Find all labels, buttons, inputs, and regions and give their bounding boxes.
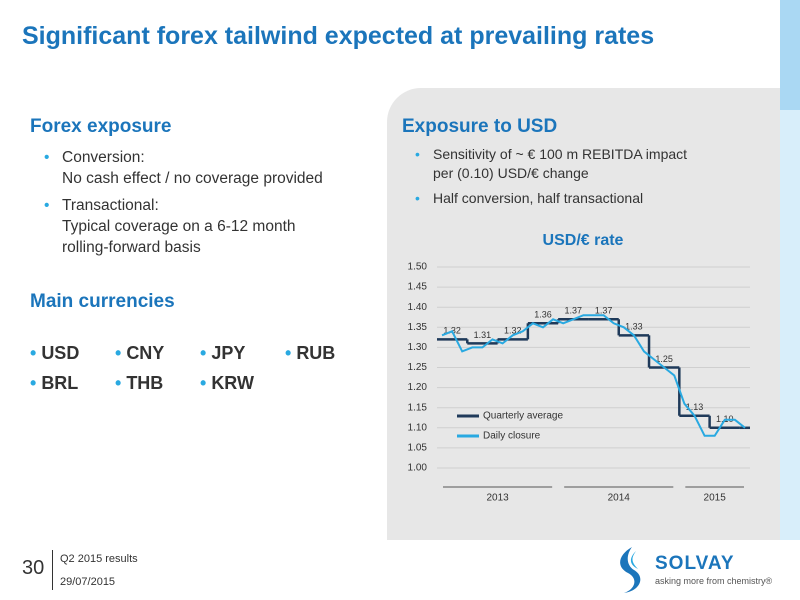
currency: CNY — [115, 343, 200, 364]
section-heading: Main currencies — [30, 291, 175, 312]
y-tick-label: 1.50 — [408, 262, 428, 273]
bullet-line: rolling-forward basis — [62, 239, 201, 256]
bullet: Sensitivity of ~ € 100 m REBITDA impact p… — [415, 145, 687, 183]
currency: JPY — [200, 343, 285, 364]
y-tick-label: 1.35 — [408, 322, 428, 333]
side-strip — [780, 0, 800, 110]
bullet-line: Transactional: — [62, 197, 159, 214]
bullet-line: No cash effect / no coverage provided — [62, 170, 323, 187]
value-label: 1.36 — [534, 310, 552, 320]
bullet-line: Typical coverage on a 6-12 month — [62, 218, 296, 235]
bullet: Conversion: No cash effect / no coverage … — [44, 147, 323, 189]
bullet-list: Sensitivity of ~ € 100 m REBITDA impact p… — [415, 145, 687, 214]
y-tick-label: 1.10 — [408, 422, 428, 433]
value-label: 1.25 — [655, 354, 673, 364]
bullet-line: per (0.10) USD/€ change — [433, 165, 589, 181]
bullet-line: Half conversion, half transactional — [433, 190, 644, 206]
value-label: 1.13 — [686, 402, 704, 412]
report-name: Q2 2015 results — [60, 553, 138, 565]
bullet-line: Conversion: — [62, 149, 145, 166]
y-tick-label: 1.00 — [408, 463, 428, 474]
currency: USD — [30, 343, 115, 364]
footer-divider — [52, 550, 53, 590]
value-label: 1.37 — [595, 306, 613, 316]
x-group-label: 2013 — [486, 493, 509, 504]
y-tick-label: 1.30 — [408, 342, 428, 353]
y-tick-label: 1.05 — [408, 443, 428, 454]
slide-title: Significant forex tailwind expected at p… — [22, 22, 655, 50]
x-group-label: 2015 — [704, 493, 727, 504]
section-heading: Exposure to USD — [402, 116, 558, 137]
currency: THB — [115, 373, 200, 394]
page-number: 30 — [22, 557, 45, 579]
value-label: 1.32 — [504, 326, 522, 336]
report-date: 29/07/2015 — [60, 576, 116, 588]
side-strip — [780, 110, 800, 540]
y-tick-label: 1.45 — [408, 282, 428, 293]
bullet: Half conversion, half transactional — [415, 189, 687, 208]
value-label: 1.33 — [625, 322, 643, 332]
y-tick-label: 1.15 — [408, 402, 428, 413]
x-group-label: 2014 — [608, 493, 631, 504]
legend-label: Quarterly average — [483, 411, 563, 422]
legend-label: Daily closure — [483, 431, 541, 442]
brand-name: SOLVAY — [655, 553, 735, 574]
currency-grid: USDCNYJPYRUB BRLTHBKRW — [30, 343, 370, 394]
brand-tagline: asking more from chemistry® — [655, 576, 773, 586]
bullet: Transactional: Typical coverage on a 6-12… — [44, 195, 323, 258]
data-line — [441, 314, 746, 437]
currency: RUB — [285, 343, 370, 364]
value-label: 1.37 — [565, 306, 583, 316]
section-heading: Forex exposure — [30, 116, 172, 137]
currency: BRL — [30, 373, 115, 394]
y-tick-label: 1.25 — [408, 362, 428, 373]
logo-mark — [620, 547, 641, 593]
chart-title: USD/€ rate — [543, 232, 624, 249]
bullet-list: Conversion: No cash effect / no coverage … — [44, 147, 323, 264]
y-tick-label: 1.20 — [408, 382, 428, 393]
value-label: 1.31 — [474, 330, 492, 340]
y-tick-label: 1.40 — [408, 302, 428, 313]
bullet-line: Sensitivity of ~ € 100 m REBITDA impact — [433, 146, 688, 162]
currency: KRW — [200, 373, 285, 394]
